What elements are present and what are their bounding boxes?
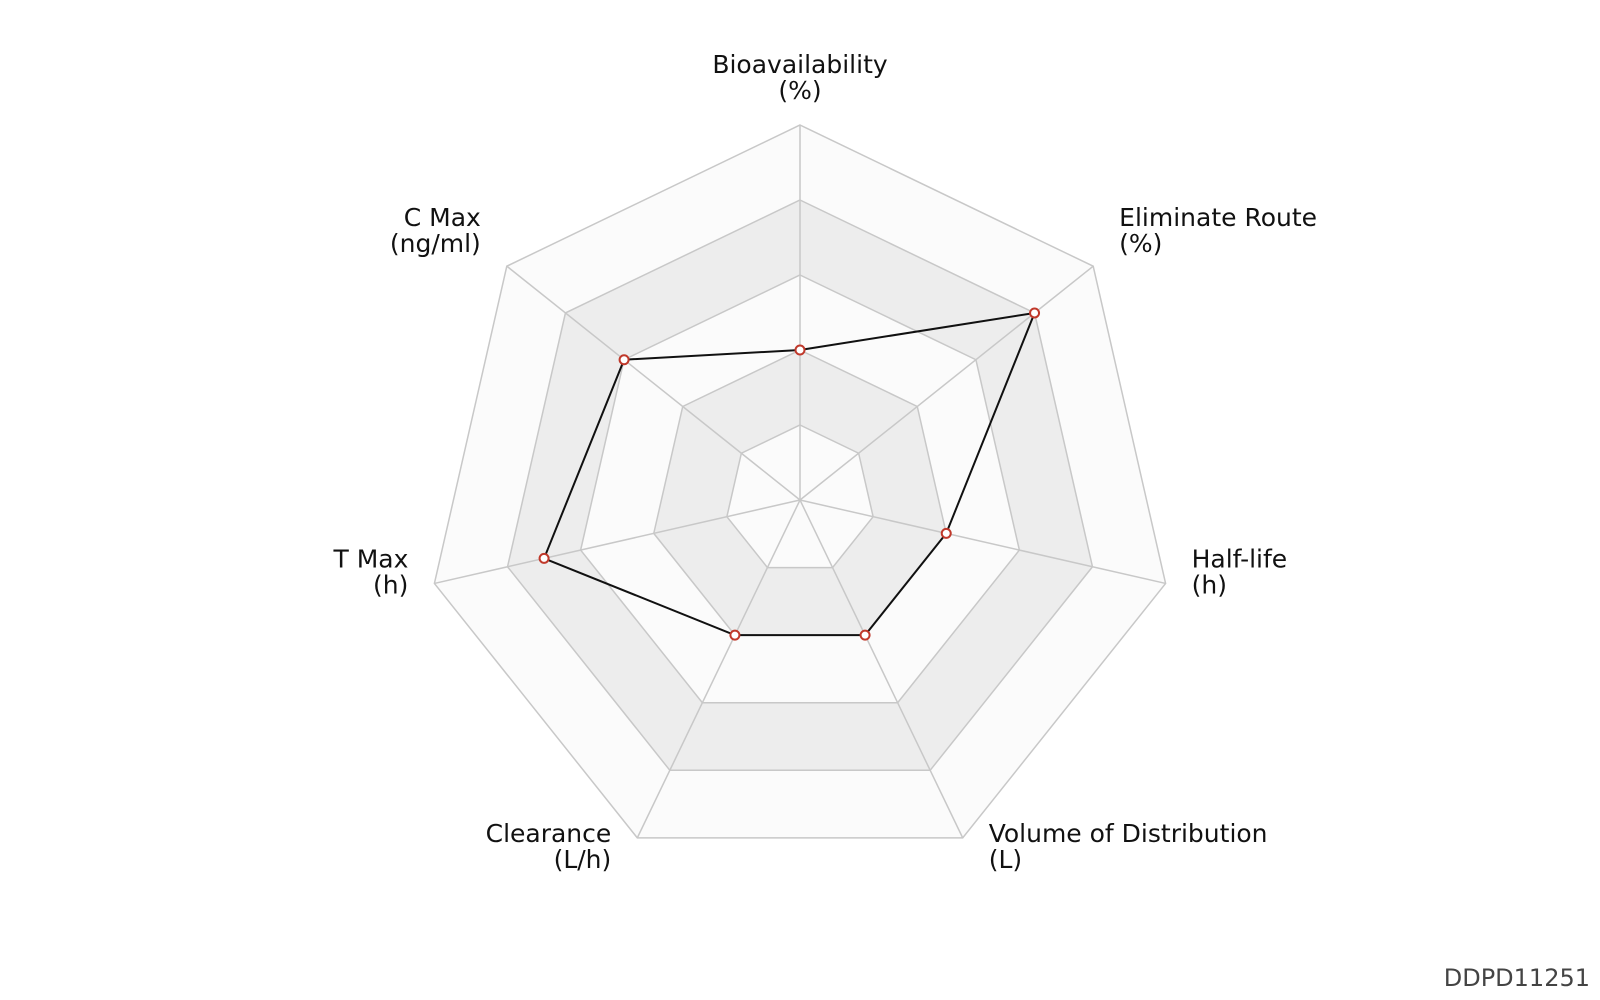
axis-name: Half-life <box>1192 544 1288 573</box>
axis-label-3: Half-life (h) <box>1192 544 1288 599</box>
series-line <box>542 311 1037 637</box>
axis-label-7: C Max (ng/ml) <box>390 203 481 258</box>
axis-name: Bioavailability <box>712 50 888 79</box>
axis-label-5: Clearance (L/h) <box>486 819 612 874</box>
axis-name: Eliminate Route <box>1119 203 1317 232</box>
axis-labels: Bioavailability (%)Eliminate Route (%)Half… <box>332 50 1317 874</box>
axis-unit: (%) <box>778 76 821 105</box>
grid-spoke-7 <box>506 265 801 501</box>
grid-spoke-5 <box>636 499 801 839</box>
data-point-1 <box>794 344 806 356</box>
grid-spoke-6 <box>434 499 801 585</box>
axis-unit: (L) <box>989 845 1022 874</box>
axis-unit: (ng/ml) <box>390 229 481 258</box>
axis-label-4: Volume of Distribution (L) <box>989 819 1268 874</box>
axis-name: Clearance <box>486 819 612 848</box>
axis-label-6: T Max (h) <box>332 544 408 599</box>
axis-unit: (%) <box>1119 229 1162 258</box>
data-point-4 <box>859 629 871 641</box>
axis-unit: (h) <box>373 570 408 599</box>
data-series <box>538 307 1041 641</box>
axis-name: C Max <box>404 203 481 232</box>
grid-spoke-2 <box>799 265 1094 501</box>
axis-label-1: Bioavailability (%) <box>712 50 888 105</box>
data-point-7 <box>618 354 630 366</box>
grid-spokes <box>434 125 1166 839</box>
data-point-5 <box>729 629 741 641</box>
grid-spoke-3 <box>799 499 1166 585</box>
axis-unit: (h) <box>1192 570 1227 599</box>
axis-name: Volume of Distribution <box>989 819 1268 848</box>
axis-unit: (L/h) <box>554 845 612 874</box>
watermark-id: DDPD11251 <box>1443 964 1590 992</box>
data-point-6 <box>538 552 550 564</box>
data-point-3 <box>940 527 952 539</box>
data-point-2 <box>1029 307 1041 319</box>
axis-name: T Max <box>332 544 408 573</box>
grid-spoke-4 <box>799 499 964 839</box>
axis-label-2: Eliminate Route (%) <box>1119 203 1317 258</box>
